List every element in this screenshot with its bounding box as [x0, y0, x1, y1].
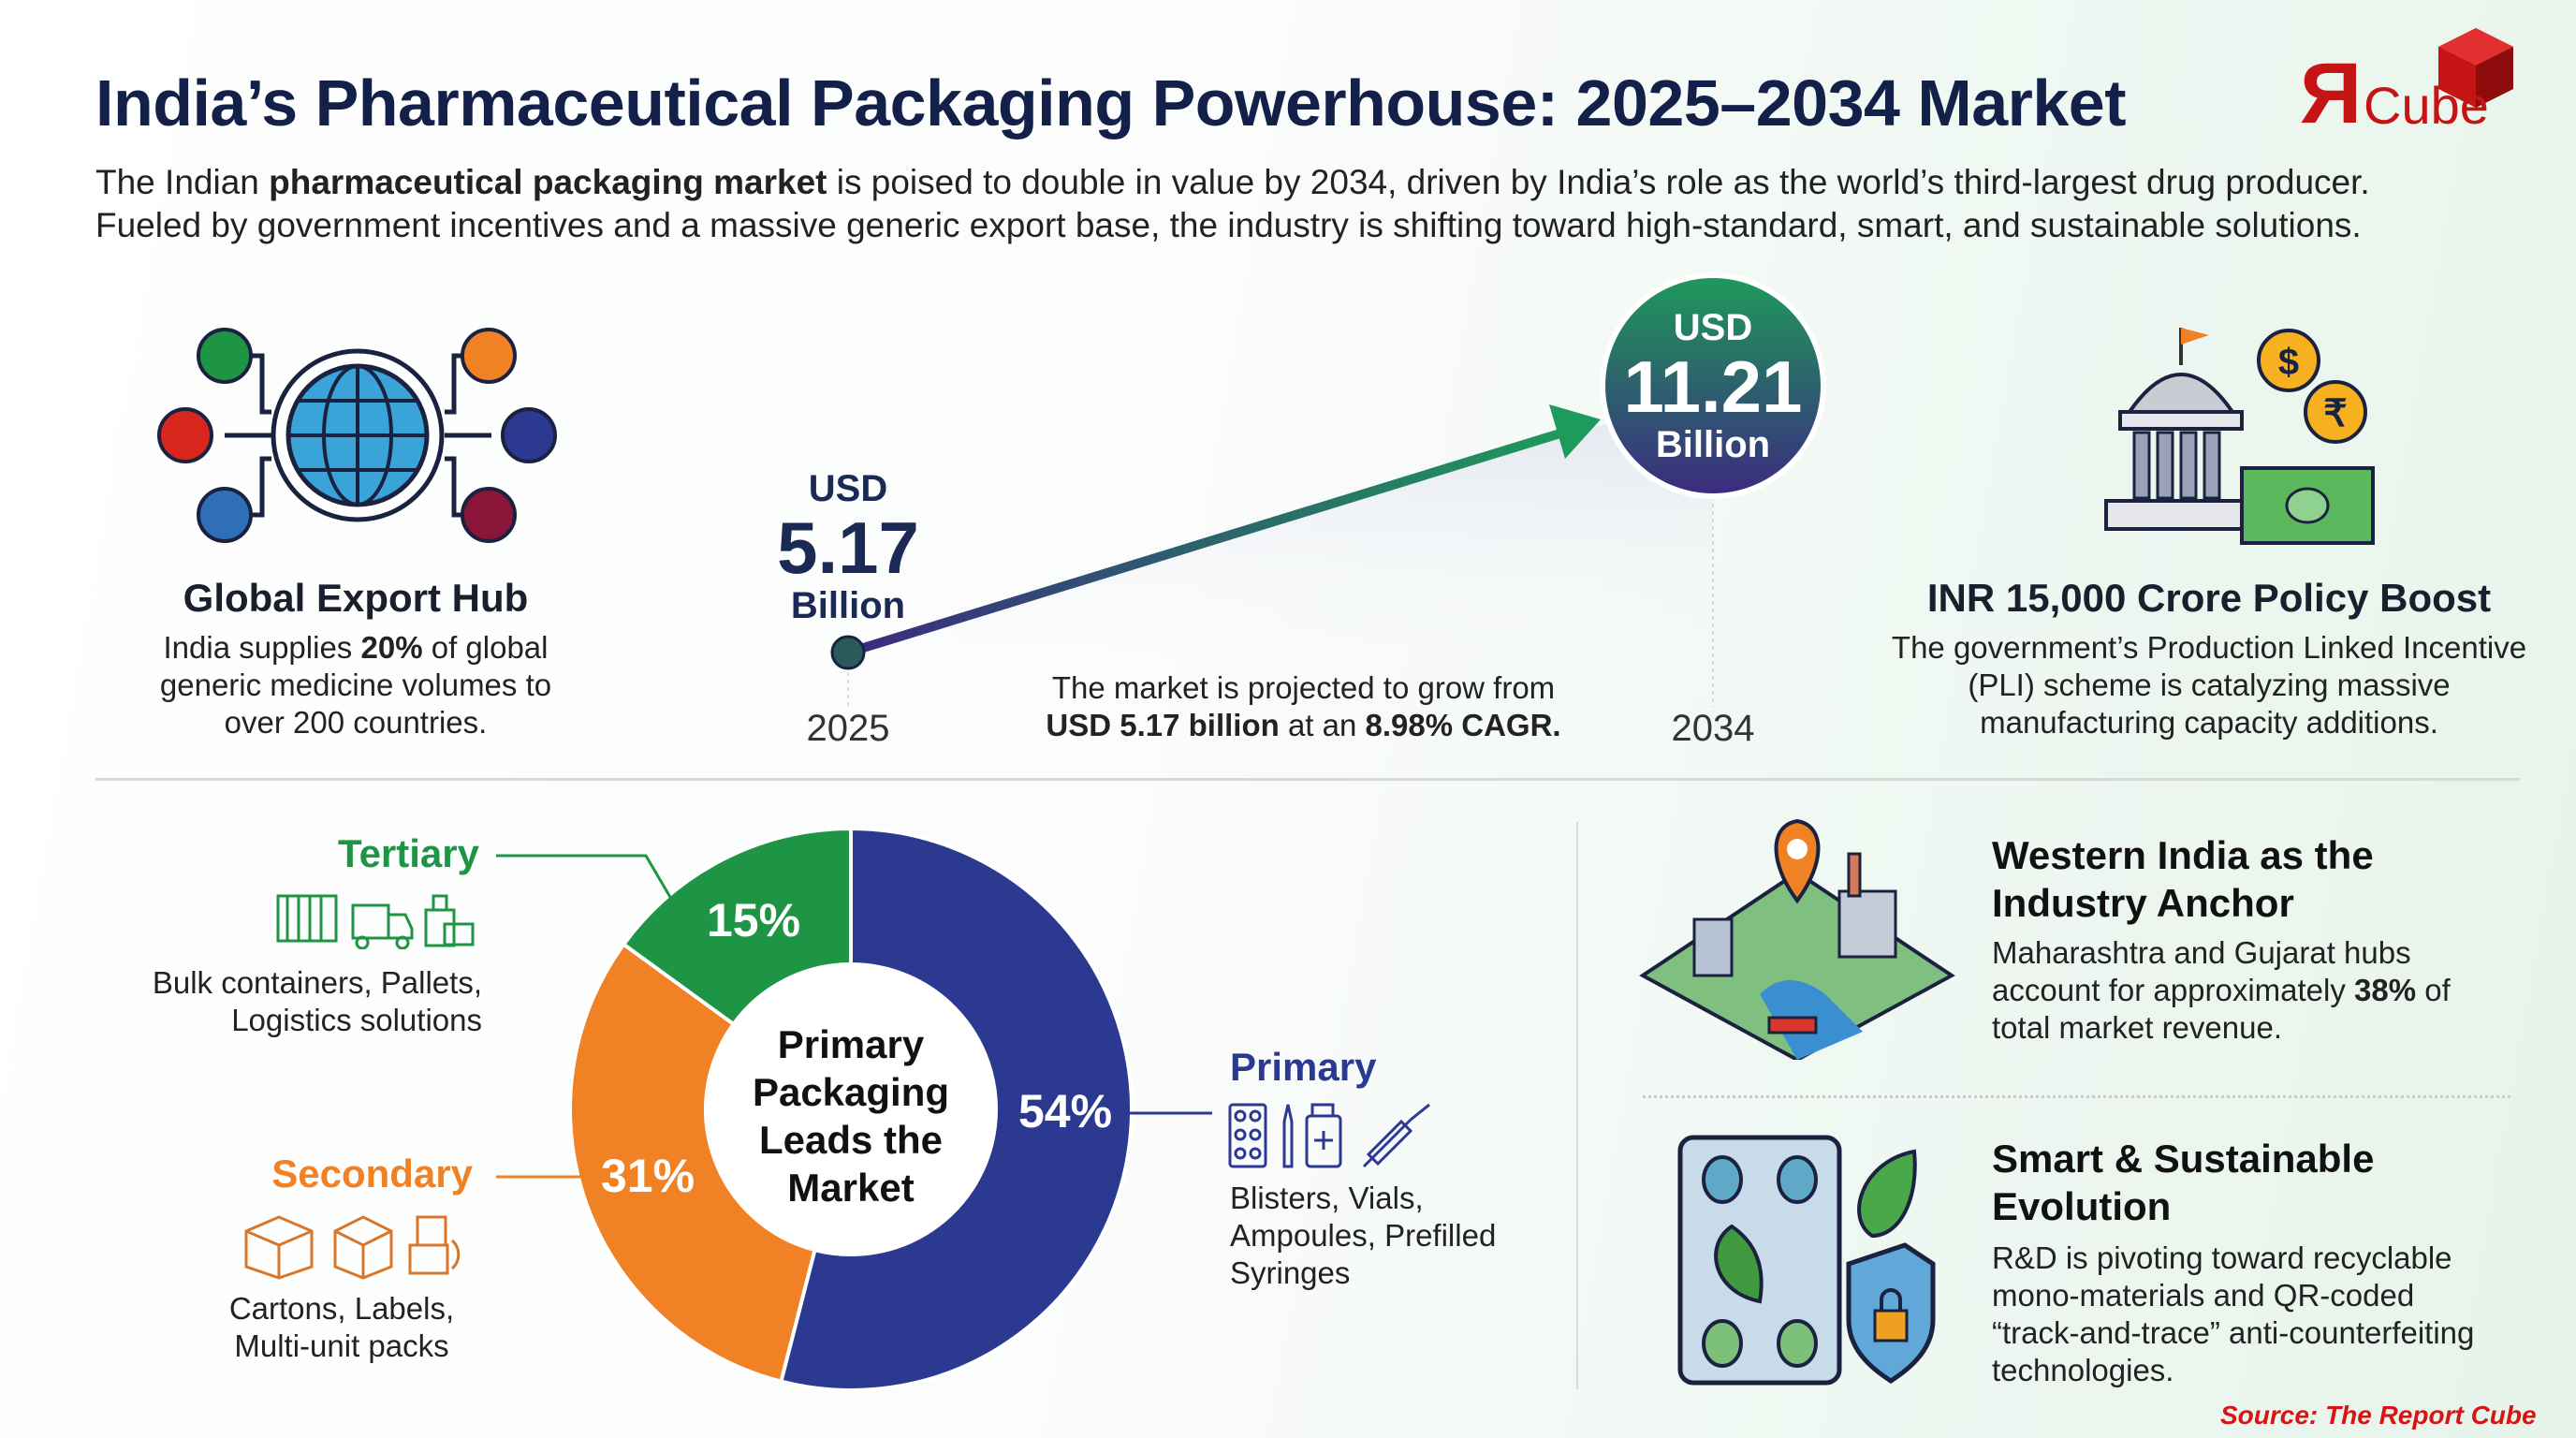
primary-desc: Blisters, Vials, Ampoules, Prefilled Syr… — [1230, 1181, 1497, 1290]
industrial-map-pin-icon — [1639, 818, 1955, 1060]
policy-text: The government’s Production Linked Incen… — [1891, 630, 2527, 740]
tertiary-desc: Bulk containers, Pallets, Logistics solu… — [152, 965, 482, 1037]
logo-cube-icon — [2438, 28, 2513, 108]
policy-title: INR 15,000 Crore Policy Boost — [1926, 576, 2492, 620]
blister-leaf-shield-lock-icon — [1677, 1135, 1936, 1386]
donut-center-label: Primary Packaging Leads the Market — [752, 1022, 950, 1210]
start-value: USD 5.17 Billion — [777, 468, 919, 626]
export-hub-text: India supplies 20% of global generic med… — [159, 630, 552, 740]
growth-area — [848, 412, 1713, 712]
packaging-donut-chart: 15% 31% 54% — [496, 826, 1212, 1392]
globe-network-flags-icon — [157, 328, 557, 543]
section-divider — [95, 778, 2520, 781]
logo: Я Cube — [2298, 19, 2541, 141]
primary-label: Primary — [1230, 1045, 1377, 1089]
start-point — [830, 635, 866, 670]
export-hub-title: Global Export Hub — [183, 576, 529, 620]
tertiary-label: Tertiary — [338, 831, 479, 875]
smart-text: R&D is pivoting toward recyclable mono-m… — [1992, 1240, 2475, 1387]
end-value-circle — [1600, 272, 1826, 499]
intro-text: The Indian pharmaceutical packaging mark… — [95, 163, 2370, 244]
page-title: India’s Pharmaceutical Packaging Powerho… — [95, 66, 2127, 139]
source-note: Source: The Report Cube — [2220, 1401, 2537, 1430]
western-title: Western India as the Industry Anchor — [1992, 833, 2374, 925]
vertical-divider — [1576, 822, 1578, 1389]
logo-mark: Я — [2300, 46, 2363, 141]
primary-blister-vial-syringe-icons — [1228, 1103, 1430, 1168]
logo-text: Cube — [2364, 76, 2489, 135]
svg-text:$: $ — [2278, 342, 2299, 383]
government-building-money-icon: $ ₹ — [2104, 328, 2375, 545]
secondary-pct-label: 31% — [601, 1150, 695, 1202]
growth-arrow-graphic — [830, 272, 1826, 712]
end-value: USD 11.21 Billion — [1623, 307, 1803, 465]
smart-title: Smart & Sustainable Evolution — [1992, 1137, 2375, 1228]
right-dotted-divider — [1643, 1095, 2510, 1098]
tertiary-pct-label: 15% — [707, 894, 800, 946]
arrow-head — [1549, 404, 1601, 459]
svg-text:₹: ₹ — [2323, 393, 2347, 434]
start-year: 2025 — [806, 708, 890, 749]
growth-caption: The market is projected to grow from USD… — [1046, 670, 1561, 742]
end-year: 2034 — [1671, 708, 1755, 749]
secondary-label: Secondary — [271, 1152, 473, 1196]
secondary-carton-icons — [244, 1215, 461, 1280]
growth-line — [846, 428, 1565, 657]
tertiary-leader-line — [496, 854, 685, 920]
secondary-desc: Cartons, Labels, Multi-unit packs — [228, 1291, 455, 1363]
western-text: Maharashtra and Gujarat hubs account for… — [1992, 935, 2451, 1045]
donut-hole — [706, 964, 996, 1255]
primary-pct-label: 54% — [1018, 1085, 1112, 1137]
tertiary-logistics-icons — [276, 894, 475, 949]
